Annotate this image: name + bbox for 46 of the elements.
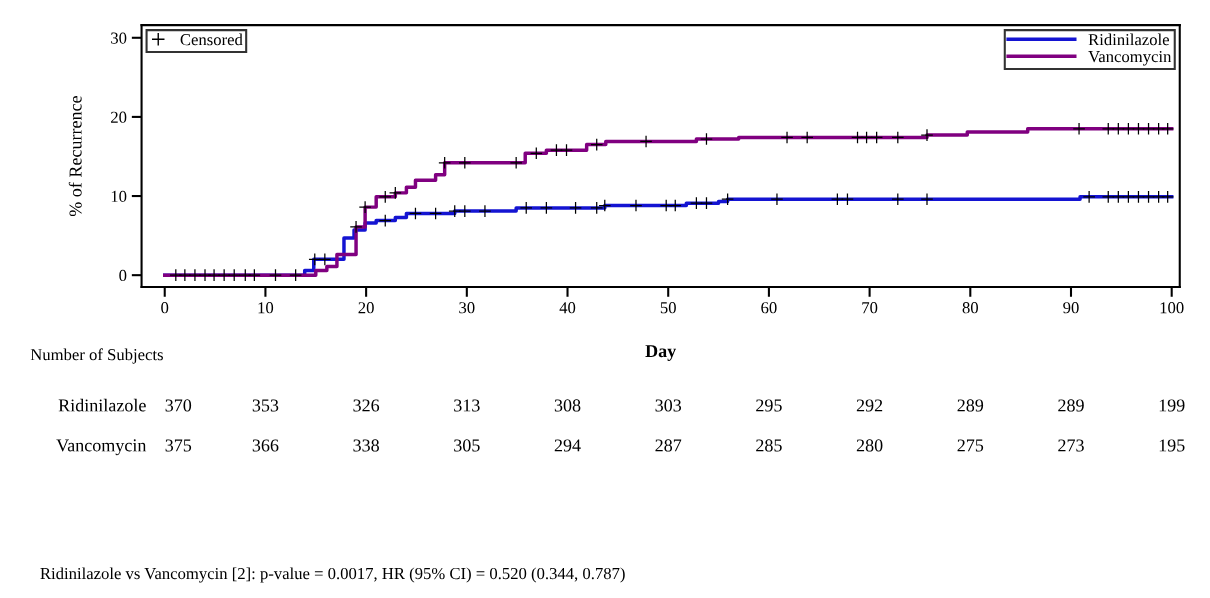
text: Vancomycin — [56, 439, 147, 456]
text: 289 — [1058, 399, 1084, 412]
text: 289 — [957, 399, 984, 412]
x-tick-label: 100 — [1160, 302, 1184, 314]
text: 353 — [252, 399, 279, 412]
text: 295 — [756, 399, 782, 412]
text: 375 — [165, 439, 192, 452]
text: 273 — [1058, 439, 1084, 452]
legend-label: Censored — [180, 33, 243, 46]
y-tick-label: 30 — [111, 32, 127, 44]
x-tick-label: 30 — [459, 302, 475, 314]
text: 366 — [252, 439, 279, 452]
text: 305 — [454, 439, 480, 452]
text: 275 — [957, 439, 984, 452]
x-tick-label: 40 — [559, 302, 576, 314]
x-tick-label: 60 — [761, 302, 777, 314]
text: 338 — [353, 439, 379, 452]
text: 292 — [856, 399, 883, 412]
text: 308 — [554, 399, 581, 412]
y-tick-label: 10 — [111, 190, 127, 202]
text: Ridinilazole vs Vancomycin [2]: p-value = 0.0017, HR (95% CI) = 0.520 (0.344, 0.787) — [40, 567, 625, 583]
x-tick-label: 0 — [161, 302, 169, 314]
legend-label: Ridinilazole — [1088, 33, 1169, 46]
text: Ridinilazole — [58, 398, 146, 412]
text: 303 — [655, 399, 682, 412]
y-tick-label: 20 — [111, 111, 127, 123]
text: 199 — [1159, 399, 1185, 412]
x-tick-label: 50 — [660, 302, 676, 314]
y-axis-title: % of Recurrence — [68, 96, 82, 217]
text: 313 — [454, 399, 480, 412]
x-tick-label: 90 — [1063, 302, 1079, 314]
x-tick-label: 70 — [862, 302, 878, 314]
text: 294 — [554, 439, 581, 452]
x-tick-label: 80 — [962, 302, 978, 314]
y-tick-label: 0 — [119, 269, 127, 282]
x-axis-title: Day — [645, 345, 677, 361]
text: 370 — [165, 399, 192, 412]
text: 280 — [856, 439, 883, 452]
text: 287 — [655, 439, 682, 452]
text: 195 — [1159, 439, 1185, 452]
x-tick-label: 10 — [258, 302, 274, 314]
legend-label: Vancomycin — [1088, 50, 1172, 66]
x-tick-label: 20 — [358, 302, 374, 314]
text: Number of Subjects — [30, 348, 163, 364]
text: 285 — [756, 439, 782, 452]
text: 326 — [353, 399, 380, 412]
